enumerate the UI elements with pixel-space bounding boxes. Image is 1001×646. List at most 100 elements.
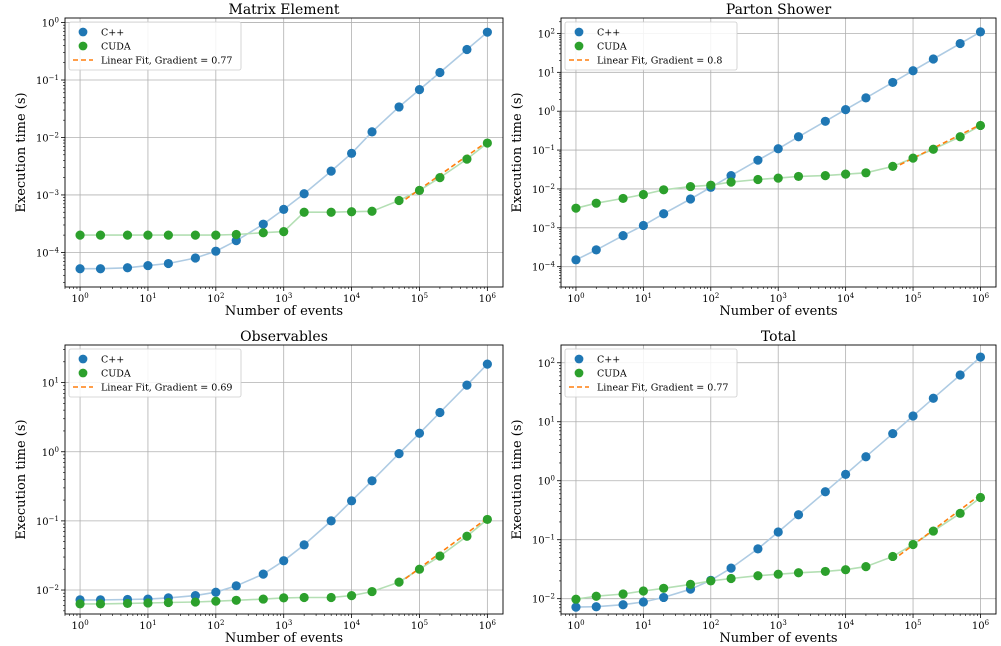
x-tick-label: 105 (411, 619, 428, 632)
cuda-data-point (435, 551, 445, 561)
cpp-data-point (75, 264, 85, 274)
cuda-data-point (299, 207, 309, 217)
linear-fit-line (398, 140, 488, 205)
cuda-data-point (462, 154, 472, 164)
cpp-data-point (841, 469, 851, 479)
y-tick-label: 10−3 (36, 189, 59, 202)
x-tick-label: 102 (702, 292, 719, 305)
cuda-data-point (841, 169, 851, 179)
x-tick-label: 100 (71, 619, 88, 632)
legend-label-cpp: C++ (101, 28, 124, 39)
y-tick-label: 10−1 (36, 515, 59, 528)
cuda-data-point (618, 589, 628, 599)
legend-label-fit: Linear Fit, Gradient = 0.77 (101, 56, 232, 67)
cpp-data-point (618, 231, 628, 241)
cuda-data-point (122, 598, 133, 609)
cpp-data-point (299, 189, 309, 199)
x-tick-label: 105 (904, 619, 921, 632)
cuda-data-point (258, 228, 268, 238)
cpp-data-point (367, 127, 377, 137)
cpp-data-point (326, 516, 336, 526)
cpp-data-point (143, 260, 153, 271)
cpp-data-point (258, 219, 268, 229)
cuda-data-point (591, 591, 601, 601)
cpp-data-point (346, 496, 357, 506)
cpp-data-point (435, 67, 445, 78)
cuda-data-point (888, 551, 898, 562)
cuda-data-point (279, 593, 289, 603)
cpp-data-point (482, 359, 492, 369)
cpp-data-point (163, 258, 173, 269)
cpp-data-point (122, 263, 133, 273)
cuda-data-point (75, 230, 85, 240)
cpp-data-point (414, 428, 425, 438)
y-tick-label: 10−2 (36, 131, 59, 144)
axes-frame (64, 17, 504, 288)
legend-label-fit: Linear Fit, Gradient = 0.69 (101, 383, 232, 394)
cpp-data-point (861, 93, 871, 103)
y-tick-label: 10−3 (532, 222, 555, 235)
x-tick-label: 104 (837, 292, 855, 305)
cpp-data-point (279, 204, 289, 215)
cuda-data-point (231, 595, 241, 605)
cuda-data-point (394, 195, 404, 206)
cuda-data-point (346, 207, 357, 217)
cpp-data-point (928, 54, 938, 64)
cuda-data-point (211, 596, 221, 606)
cuda-data-point (753, 174, 763, 185)
cpp-data-point (231, 581, 241, 591)
cuda-data-point (928, 144, 938, 154)
cuda-data-point (190, 230, 200, 240)
legend-marker-cpp (78, 27, 88, 37)
cuda-data-point (861, 168, 871, 178)
cuda-data-point (231, 229, 241, 240)
cuda-data-point (482, 514, 492, 525)
axes-frame (560, 17, 997, 288)
cpp-data-point (299, 540, 309, 550)
legend-label-cpp: C++ (101, 355, 124, 366)
cuda-data-point (163, 230, 173, 240)
x-tick-label: 102 (207, 292, 224, 305)
y-tick-label: 10−1 (532, 534, 555, 547)
legend: C++ CUDA Linear Fit, Gradient = 0.69 (68, 348, 242, 398)
cpp-data-point (726, 171, 736, 181)
cpp-data-point (462, 44, 472, 55)
cuda-data-point (955, 132, 965, 142)
cuda-data-point (414, 564, 425, 574)
cpp-data-point (462, 380, 472, 390)
x-tick-label: 103 (275, 619, 292, 632)
cuda-data-point (346, 591, 357, 601)
cuda-data-point (888, 161, 898, 172)
x-tick-label: 101 (139, 619, 156, 632)
cuda-data-point (928, 526, 938, 536)
legend-label-cuda: CUDA (597, 369, 627, 380)
legend-marker-cpp (574, 27, 584, 37)
y-tick-label: 101 (538, 66, 555, 79)
y-tick-label: 10−4 (532, 261, 556, 274)
cpp-data-point (753, 544, 763, 554)
cpp-data-point (190, 253, 200, 263)
axes-frame (560, 344, 997, 615)
cuda-data-point (706, 576, 716, 586)
cuda-data-point (706, 180, 716, 190)
cpp-data-point (685, 194, 696, 204)
cuda-data-point (258, 594, 268, 604)
y-tick-label: 102 (538, 27, 555, 40)
cuda-data-point (482, 138, 492, 148)
cuda-data-point (462, 531, 472, 541)
legend: C++ CUDA Linear Fit, Gradient = 0.77 (68, 21, 242, 71)
y-axis-label: Execution time (s) (14, 92, 29, 212)
legend: C++ CUDA Linear Fit, Gradient = 0.8 (564, 21, 738, 71)
legend-marker-cuda (574, 41, 584, 51)
cuda-data-point (618, 193, 628, 204)
cpp-data-point (571, 602, 581, 612)
cpp-data-point (435, 407, 445, 418)
cuda-data-point (591, 198, 601, 208)
chart-title: Matrix Element (228, 2, 339, 18)
x-tick-label: 104 (343, 292, 361, 305)
cuda-data-point (726, 177, 736, 187)
cpp-data-point (394, 102, 404, 112)
cuda-data-point (685, 579, 696, 589)
cpp-data-point (975, 27, 986, 37)
cuda-data-point (685, 181, 696, 192)
